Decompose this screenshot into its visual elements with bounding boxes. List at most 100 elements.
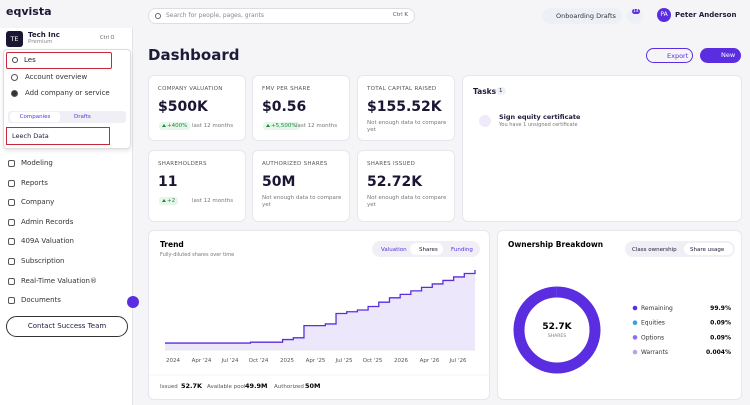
nav-item[interactable]: Admin Records (21, 217, 74, 226)
stat-value: 52.72K (367, 174, 423, 190)
legend-label: Equities (641, 320, 665, 327)
stat-value: 50M (262, 174, 296, 190)
collapse-button[interactable] (127, 296, 139, 308)
footer-value: 49.9M (245, 382, 268, 390)
trend-subtitle: Fully-diluted shares over time (160, 252, 234, 258)
tab[interactable]: Drafts (74, 114, 91, 120)
notification-badge: 14 (632, 9, 640, 14)
ownership-tab[interactable]: Class ownership (632, 247, 677, 253)
export-button[interactable]: Export (646, 48, 693, 63)
trend-tab[interactable]: Shares (419, 247, 438, 253)
ownership-title: Ownership Breakdown (508, 240, 603, 249)
company-search[interactable]: Les (6, 52, 112, 69)
tab-active[interactable]: Companies (10, 112, 60, 122)
nav-item[interactable]: Documents (21, 296, 61, 305)
x-tick-label: Apr '24 (192, 358, 212, 364)
nav-item[interactable]: Reports (21, 178, 48, 187)
nav-icon (8, 160, 15, 167)
stat-label: AUTHORIZED SHARES (262, 161, 328, 167)
tab-active (410, 243, 443, 255)
stat-note: Not enough data to compare yet (367, 120, 447, 133)
stat-card (252, 150, 350, 222)
stat-period: last 12 months (192, 198, 234, 204)
dropdown-item[interactable]: Account overview (25, 73, 88, 81)
stat-change: +5,500% (263, 122, 300, 130)
x-tick-label: Oct '24 (249, 358, 269, 364)
stat-note: Not enough data to compare yet (262, 195, 342, 208)
nav-item[interactable]: 409A Valuation (21, 237, 74, 246)
x-tick-label: Jul '24 (221, 358, 239, 364)
user-name[interactable]: Peter Anderson (675, 11, 737, 19)
nav-item[interactable]: Real-Time Valuation® (21, 276, 97, 285)
stat-period: last 12 months (296, 123, 338, 129)
legend-value: 0.09% (710, 320, 731, 327)
dropdown-icon (11, 74, 18, 81)
nav-icon (8, 218, 15, 226)
legend-label: Remaining (641, 305, 673, 312)
stat-note: Not enough data to compare yet (367, 195, 447, 208)
dropdown-item[interactable]: Add company or service (25, 89, 110, 97)
stat-card (357, 75, 455, 141)
search-placeholder: Search for people, pages, grants (166, 12, 264, 19)
x-tick-label: Jul '26 (449, 358, 467, 364)
stat-label: TOTAL CAPITAL RAISED (367, 86, 437, 92)
x-tick-label: Jul '25 (335, 358, 353, 364)
nav-icon (8, 258, 15, 265)
nav-icon (8, 199, 15, 207)
onboarding-button[interactable]: Onboarding Drafts (542, 8, 622, 24)
trend-tab[interactable]: Valuation (381, 247, 407, 253)
task-subtitle: You have 1 unsigned certificate (499, 122, 578, 128)
new-button[interactable]: New (700, 48, 741, 63)
nav-icon (8, 179, 15, 187)
search-icon (12, 57, 18, 63)
stat-value: $500K (158, 99, 208, 115)
nav-icon (8, 297, 15, 305)
company-name[interactable]: Tech Inc (28, 31, 60, 39)
search-box[interactable]: Search for people, pages, grants Ctrl K (148, 8, 415, 24)
stat-change: +400% (159, 122, 191, 130)
trend-area (165, 270, 475, 350)
logo[interactable]: eqvista (6, 5, 52, 18)
stat-card (148, 150, 246, 222)
avatar[interactable]: PA (657, 8, 671, 22)
stat-card (357, 150, 455, 222)
donut-segment (513, 286, 601, 374)
search-value[interactable]: Les (24, 56, 36, 64)
legend-label: Warrants (641, 349, 668, 356)
nav-item[interactable]: Subscription (21, 257, 65, 265)
legend-dot (632, 305, 638, 311)
stat-label: COMPANY VALUATION (158, 86, 223, 92)
trend-title: Trend (160, 240, 184, 249)
stat-card (252, 75, 350, 141)
tab-active (684, 243, 733, 255)
nav-item[interactable]: Company (21, 198, 55, 207)
dropdown-icon (11, 90, 18, 97)
legend-dot (632, 320, 638, 326)
legend-value: 0.004% (706, 349, 731, 356)
nav-item[interactable]: Modeling (21, 159, 53, 167)
company-badge: TE (6, 31, 23, 47)
nav-icon (8, 277, 15, 285)
ownership-card (497, 230, 742, 400)
stat-value: 11 (158, 174, 178, 190)
footer-label: Authorized (274, 384, 304, 390)
stat-label: FMV PER SHARE (262, 86, 311, 92)
trend-tab[interactable]: Funding (451, 247, 473, 253)
footer-label: Available pool (207, 384, 246, 390)
legend-value: 0.09% (710, 334, 731, 341)
stat-value: $155.52K (367, 99, 442, 115)
search-icon (155, 13, 161, 19)
plan: Premium (28, 39, 53, 45)
task-icon (479, 115, 491, 127)
task-title[interactable]: Sign equity certificate (499, 113, 581, 121)
donut-center-label: SHARES (548, 333, 566, 339)
shortcut: Ctrl K (392, 12, 408, 18)
ownership-tab[interactable]: Share usage (690, 247, 725, 253)
legend-label: Options (641, 334, 664, 341)
contact-button[interactable]: Contact Success Team (6, 316, 128, 337)
notification-button[interactable]: 14 (627, 8, 643, 24)
x-tick-label: 2026 (394, 358, 408, 364)
legend-dot (632, 349, 638, 355)
search-result[interactable]: Leech Data (6, 127, 110, 145)
